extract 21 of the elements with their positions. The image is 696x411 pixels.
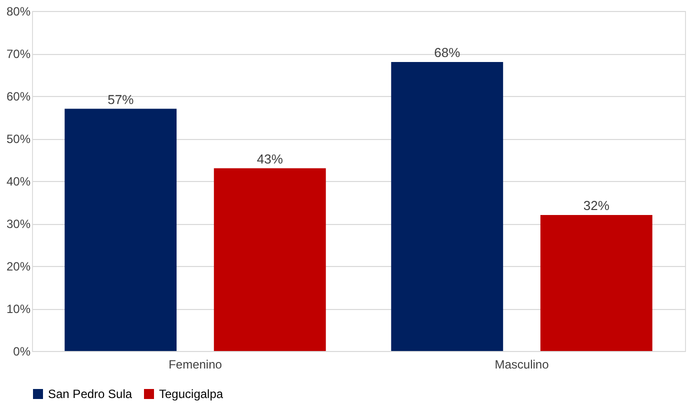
y-tick-label: 40%: [6, 174, 31, 188]
x-tick-label: Femenino: [168, 358, 222, 372]
legend-label: Tegucigalpa: [159, 387, 224, 401]
y-tick-label: 50%: [6, 132, 31, 146]
data-label: 43%: [256, 151, 284, 166]
y-tick-label: 80%: [6, 4, 31, 18]
x-tick-label: Masculino: [494, 358, 550, 372]
y-tick-label: 70%: [6, 47, 31, 61]
data-label: 57%: [108, 92, 134, 107]
bar: [64, 108, 177, 351]
bar: [214, 168, 326, 351]
bar: [391, 62, 504, 351]
y-tick-label: 60%: [6, 90, 31, 104]
y-tick-label: 30%: [6, 217, 31, 231]
legend-label: San Pedro Sula: [48, 387, 132, 401]
bar: [540, 215, 652, 351]
data-label: 68%: [434, 45, 461, 60]
y-tick-label: 20%: [6, 260, 31, 274]
y-tick-label: 0%: [13, 344, 31, 358]
y-tick-label: 10%: [6, 302, 31, 316]
data-label: 32%: [583, 198, 610, 213]
